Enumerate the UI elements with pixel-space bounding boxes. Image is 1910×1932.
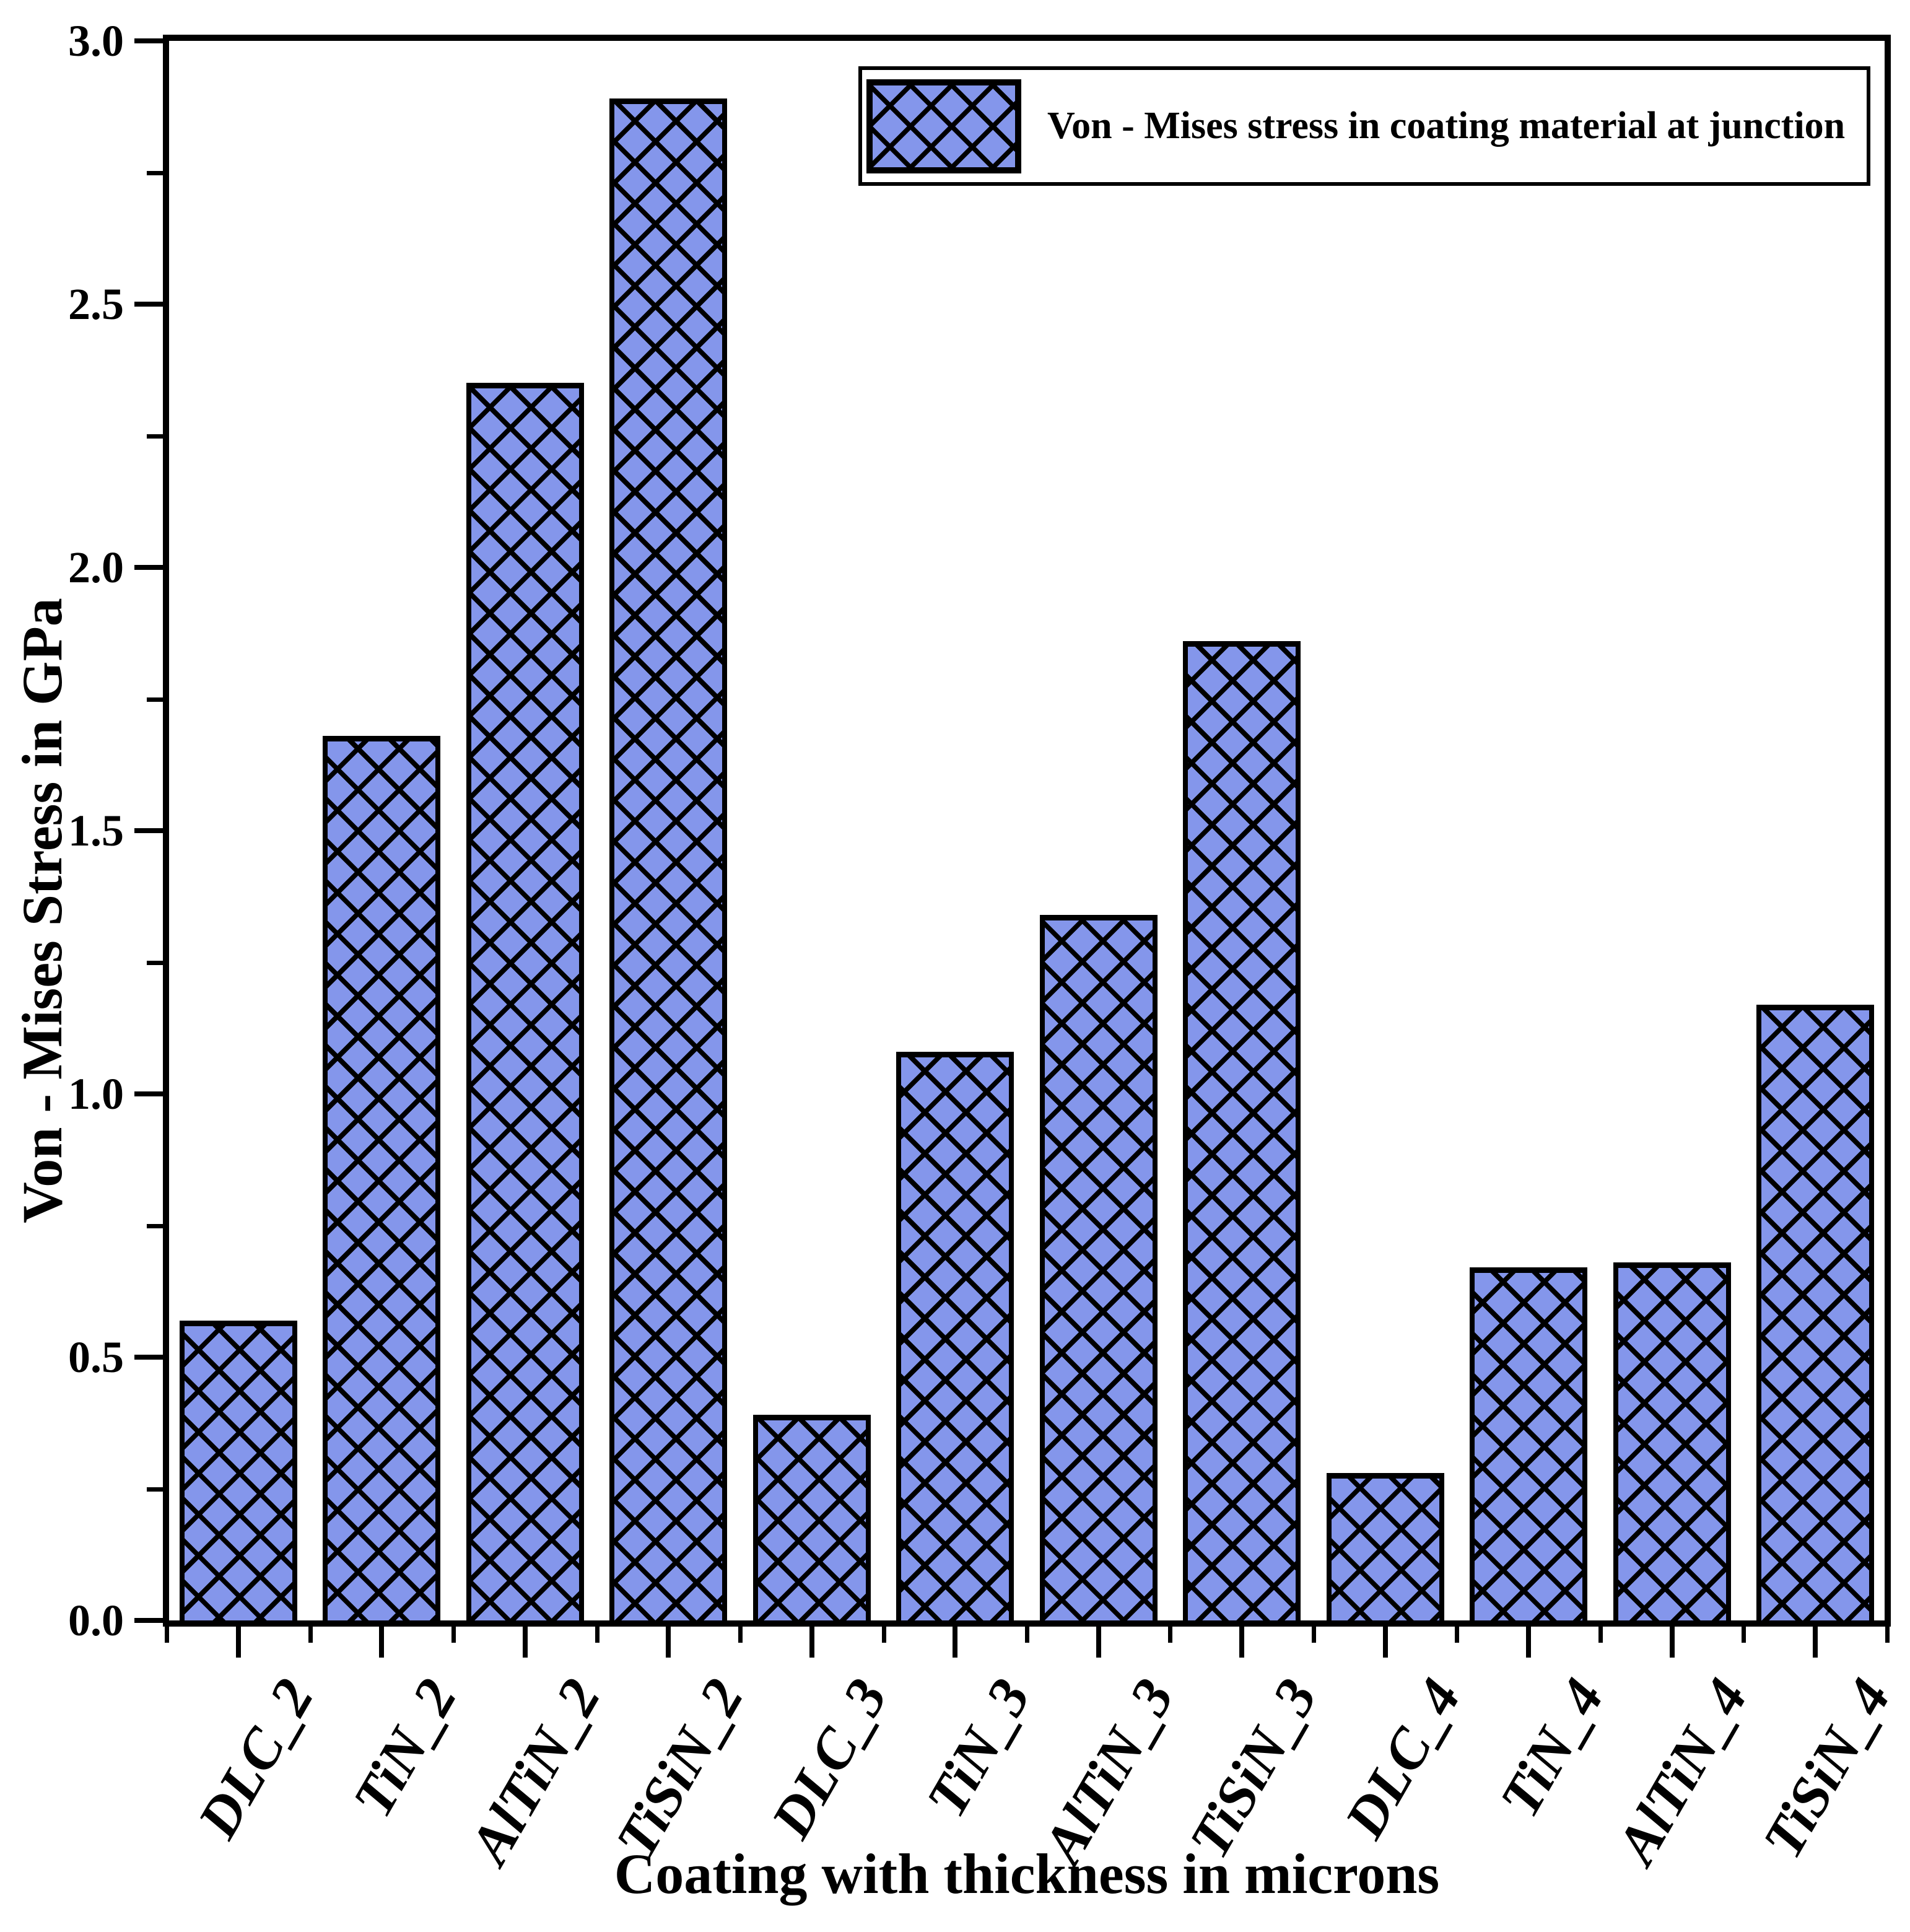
bar-TiSiN_3 [1183,641,1301,1625]
x-major-tick [1239,1627,1244,1658]
bar-TiN_4 [1470,1267,1587,1625]
y-minor-tick [147,434,163,439]
legend-box: Von - Mises stress in coating material a… [858,66,1870,186]
x-minor-tick [1312,1627,1316,1643]
x-minor-tick [308,1627,313,1643]
y-minor-tick [147,171,163,175]
x-major-tick [1813,1627,1818,1658]
bar-AlTiN_2 [466,383,584,1625]
y-tick-label-2.0: 2.0 [68,543,124,592]
y-major-tick [134,828,163,833]
x-minor-tick [1742,1627,1746,1643]
y-minor-tick [147,1487,163,1492]
y-major-tick [134,565,163,570]
y-tick-label-1.0: 1.0 [68,1069,124,1119]
bar-DLC_2 [180,1321,297,1625]
y-tick-label-0.5: 0.5 [68,1332,124,1382]
bar-TiSiN_2 [609,98,727,1625]
x-minor-tick [1168,1627,1172,1643]
x-minor-tick [451,1627,456,1643]
x-minor-tick [1025,1627,1029,1643]
y-major-tick [134,302,163,307]
y-tick-label-2.5: 2.5 [68,279,124,329]
y-minor-tick [147,697,163,702]
x-minor-tick [1598,1627,1603,1643]
y-tick-label-3.0: 3.0 [68,16,124,66]
x-major-tick [953,1627,957,1658]
bar-AlTiN_3 [1040,915,1158,1625]
x-major-tick [1383,1627,1388,1658]
x-major-tick [1096,1627,1101,1658]
plot-area [163,35,1891,1627]
x-minor-tick [882,1627,886,1643]
x-minor-tick [595,1627,600,1643]
x-minor-tick [1885,1627,1890,1643]
x-minor-tick [738,1627,743,1643]
y-major-tick [134,38,163,43]
y-axis-title: Von - Mises Stress in GPa [11,598,74,1223]
x-minor-tick [1455,1627,1459,1643]
y-minor-tick [147,961,163,965]
y-tick-label-1.5: 1.5 [68,806,124,855]
legend-swatch [866,79,1021,173]
legend-label: Von - Mises stress in coating material a… [1047,105,1846,147]
x-major-tick [379,1627,384,1658]
y-major-tick [134,1355,163,1360]
x-major-tick [1526,1627,1531,1658]
y-tick-label-0.0: 0.0 [68,1596,124,1645]
x-minor-tick [165,1627,169,1643]
x-major-tick [236,1627,241,1658]
x-axis-title: Coating with thickness in microns [614,1842,1440,1905]
bar-TiN_2 [323,736,440,1625]
y-minor-tick [147,1224,163,1228]
x-major-tick [809,1627,814,1658]
bar-DLC_3 [753,1415,871,1625]
y-major-tick [134,1618,163,1623]
bar-AlTiN_4 [1613,1262,1731,1625]
bar-TiN_3 [896,1052,1014,1625]
x-major-tick [523,1627,528,1658]
x-major-tick [1670,1627,1675,1658]
x-major-tick [666,1627,671,1658]
bar-DLC_4 [1327,1473,1444,1625]
bar-TiSiN_4 [1756,1005,1874,1625]
y-major-tick [134,1091,163,1096]
